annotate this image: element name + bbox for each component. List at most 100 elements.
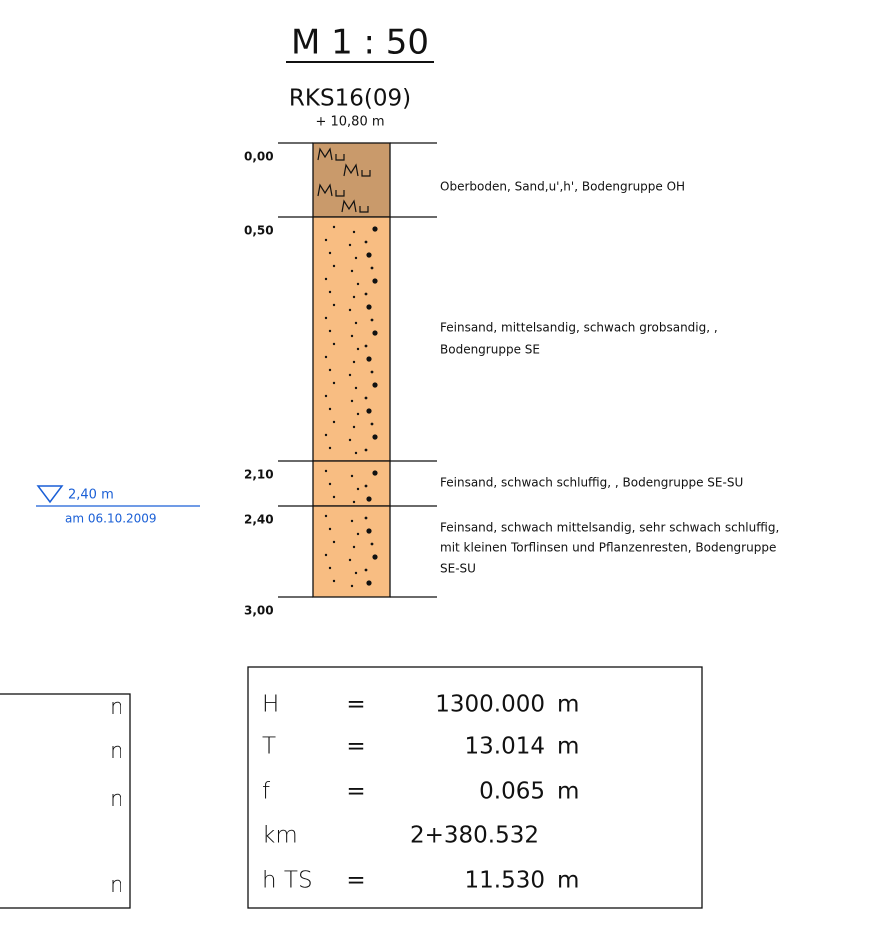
- sand-dot: [354, 386, 358, 390]
- sand-dot: [324, 514, 328, 518]
- groundwater: 2,40 m am 06.10.2009: [36, 485, 200, 526]
- left-box-unit: m: [110, 739, 131, 764]
- sand-dot: [370, 318, 374, 322]
- sand-dot: [352, 295, 356, 299]
- sand-dot: [366, 252, 372, 258]
- sand-dot: [364, 344, 368, 348]
- sand-dot: [324, 394, 328, 398]
- sand-dot: [372, 434, 378, 440]
- sand-dot: [332, 381, 336, 385]
- soil-layer: [312, 460, 391, 507]
- sand-dot: [328, 290, 332, 294]
- sand-dot: [372, 278, 378, 284]
- param-label: f: [262, 779, 271, 805]
- param-unit: m: [557, 868, 579, 894]
- sand-dot: [372, 226, 378, 232]
- organic-symbol: [341, 199, 369, 213]
- param-unit: m: [557, 734, 579, 760]
- sand-dot: [352, 425, 356, 429]
- organic-symbol: [317, 147, 345, 161]
- sand-dot: [364, 396, 368, 400]
- sand-dot: [364, 240, 368, 244]
- sand-dot: [350, 399, 354, 403]
- sand-dot: [372, 554, 378, 560]
- elevation: + 10,80 m: [315, 115, 384, 130]
- sand-dot: [350, 519, 354, 523]
- sand-dot: [352, 545, 356, 549]
- scale-title: M 1 : 50: [291, 23, 429, 63]
- param-value: 0.065: [479, 779, 545, 805]
- sand-dot: [324, 277, 328, 281]
- parameters: H = 1300.000 m T = 13.014 m f = 0.065 m km 2+380.532 h…: [262, 692, 579, 894]
- sand-dot: [356, 347, 360, 351]
- sand-dot: [364, 516, 368, 520]
- sand-dot: [328, 368, 332, 372]
- sand-dot: [348, 308, 352, 312]
- param-sign: =: [346, 779, 365, 805]
- sand-dot: [332, 540, 336, 544]
- soil-layer: [312, 505, 391, 598]
- soil-column: 0,00 Oberboden, Sand,u',h', Bodengruppe O…: [244, 142, 779, 618]
- left-box-unit: m: [110, 787, 131, 812]
- water-triangle: [36, 485, 64, 504]
- param-value: 1300.000: [435, 692, 545, 718]
- sand-dot: [328, 407, 332, 411]
- sand-dot: [372, 330, 378, 336]
- sand-dot: [366, 528, 372, 534]
- layer-description: Bodengruppe SE: [440, 343, 540, 357]
- sand-dot: [332, 420, 336, 424]
- sand-dot: [354, 571, 358, 575]
- sand-dot: [372, 382, 378, 388]
- sand-dot: [364, 448, 368, 452]
- sand-dot: [328, 251, 332, 255]
- sand-dot: [370, 266, 374, 270]
- depth-label: 2,40: [244, 513, 274, 527]
- sand-dot: [324, 433, 328, 437]
- sand-dot: [354, 321, 358, 325]
- sand-dot: [366, 408, 372, 414]
- param-label: H: [262, 692, 279, 718]
- sand-dot: [348, 373, 352, 377]
- soil-layer: [312, 216, 391, 462]
- sand-dot: [324, 469, 328, 473]
- sand-dot: [370, 370, 374, 374]
- left-box: [0, 693, 131, 909]
- sand-dot: [332, 225, 336, 229]
- sand-dot: [372, 470, 378, 476]
- sand-dot: [328, 482, 332, 486]
- sand-dot: [324, 238, 328, 242]
- sand-dot: [356, 412, 360, 416]
- sand-dot: [348, 438, 352, 442]
- sand-dot: [370, 542, 374, 546]
- sand-dot: [324, 316, 328, 320]
- organic-symbol: [343, 163, 371, 177]
- depth-label: 0,50: [244, 224, 274, 238]
- sand-dot: [328, 329, 332, 333]
- param-value: 2+380.532: [410, 823, 539, 849]
- sand-dot: [332, 342, 336, 346]
- depth-label: 0,00: [244, 150, 274, 164]
- sand-dot: [350, 334, 354, 338]
- sand-dot: [348, 243, 352, 247]
- parameter-box: [247, 666, 703, 909]
- sand-dot: [364, 484, 368, 488]
- param-value: 11.530: [465, 868, 545, 894]
- param-sign: =: [346, 692, 365, 718]
- sand-dot: [332, 579, 336, 583]
- sand-dot: [324, 553, 328, 557]
- param-value: 13.014: [465, 734, 545, 760]
- sand-dot: [348, 558, 352, 562]
- layer-description: Feinsand, schwach mittelsandig, sehr sch…: [440, 521, 779, 535]
- sand-dot: [356, 532, 360, 536]
- left-box-unit: m: [110, 695, 131, 720]
- layer-description: Feinsand, mittelsandig, schwach grobsand…: [440, 321, 718, 335]
- sand-dot: [366, 356, 372, 362]
- depth-label: 3,00: [244, 604, 274, 618]
- layer-description: Feinsand, schwach schluffig, , Bodengrup…: [440, 476, 743, 490]
- param-label: h TS: [262, 868, 313, 894]
- sand-dot: [366, 580, 372, 586]
- sand-dot: [370, 422, 374, 426]
- layer-description: Oberboden, Sand,u',h', Bodengruppe OH: [440, 180, 685, 194]
